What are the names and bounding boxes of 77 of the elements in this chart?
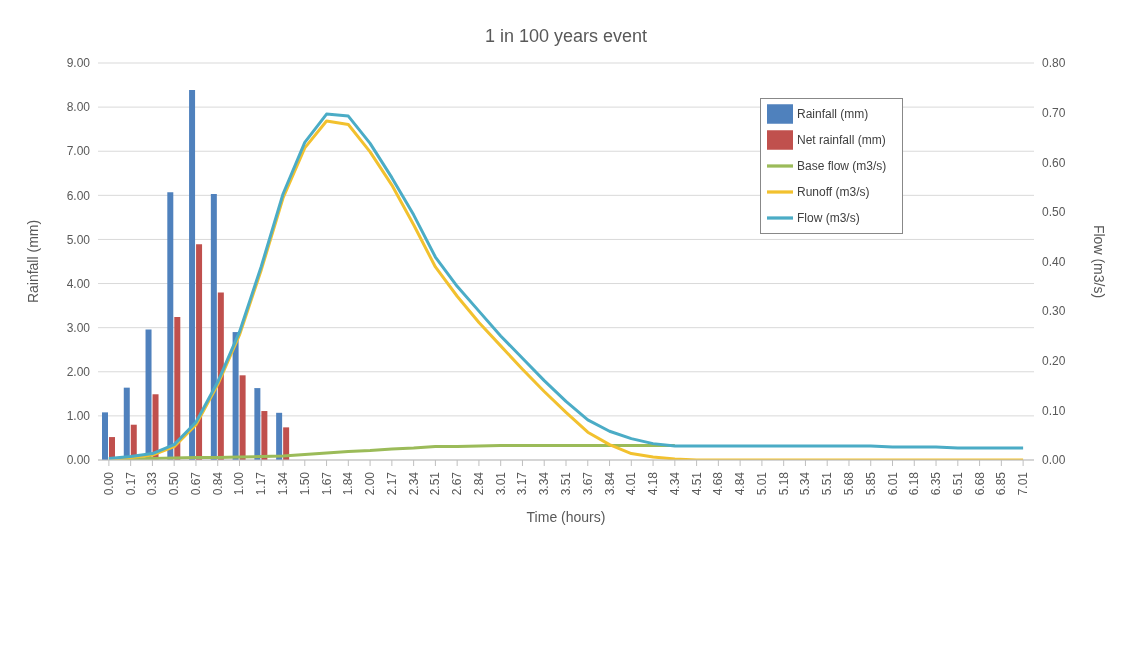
x-tick-label: 0.33 (145, 471, 160, 496)
bar (167, 192, 174, 460)
y2-tick-label: 0.00 (1042, 453, 1066, 468)
x-tick-label: 6.01 (885, 471, 900, 496)
y-axis-title: Rainfall (mm) (24, 219, 41, 304)
x-tick-label: 4.18 (646, 471, 661, 496)
y2-tick-label: 0.10 (1042, 403, 1066, 418)
x-tick-label: 3.17 (515, 471, 530, 496)
x-tick-label: 1.67 (319, 471, 334, 496)
x-tick-label: 3.34 (537, 471, 552, 496)
x-tick-label: 6.51 (950, 471, 965, 496)
y-tick-label: 8.00 (66, 100, 91, 115)
y-tick-label: 4.00 (66, 276, 91, 291)
x-tick-label: 2.84 (471, 471, 486, 496)
x-tick-label: 2.00 (363, 471, 378, 496)
x-tick-label: 1.84 (341, 471, 356, 496)
x-tick-label: 6.68 (972, 471, 987, 496)
legend-label: Flow (m3/s) (797, 211, 860, 226)
y-tick-label: 3.00 (66, 320, 91, 335)
x-tick-label: 0.67 (188, 471, 203, 496)
x-tick-label: 3.01 (493, 471, 508, 496)
x-tick-label: 1.50 (297, 471, 312, 496)
y-tick-label: 2.00 (66, 365, 91, 380)
y2-tick-label: 0.20 (1042, 354, 1066, 369)
x-axis-title: Time (hours) (526, 509, 606, 525)
x-tick-label: 4.01 (624, 471, 639, 496)
x-tick-label: 0.00 (101, 471, 116, 496)
x-tick-label: 5.18 (776, 471, 791, 496)
x-tick-label: 0.17 (123, 471, 138, 496)
x-tick-label: 5.34 (798, 471, 813, 496)
x-tick-label: 1.17 (254, 471, 269, 496)
x-tick-label: 0.84 (210, 471, 225, 496)
x-tick-label: 5.51 (820, 471, 835, 496)
bar (239, 375, 246, 460)
x-tick-label: 3.84 (602, 471, 617, 496)
legend-label: Runoff (m3/s) (797, 185, 870, 200)
bar (254, 388, 261, 460)
x-tick-label: 4.84 (733, 471, 748, 496)
x-tick-label: 2.51 (428, 471, 443, 496)
x-tick-label: 7.01 (1016, 471, 1031, 496)
y2-tick-label: 0.50 (1042, 205, 1066, 220)
x-tick-label: 2.34 (406, 471, 421, 496)
x-tick-label: 5.68 (841, 471, 856, 496)
bar (276, 412, 283, 460)
x-tick-label: 2.17 (384, 471, 399, 496)
y2-tick-label: 0.70 (1042, 105, 1066, 120)
x-tick-label: 6.18 (907, 471, 922, 496)
y-tick-label: 6.00 (66, 188, 91, 203)
legend-label: Rainfall (mm) (797, 107, 869, 122)
y-tick-label: 7.00 (66, 144, 91, 159)
x-tick-label: 3.51 (559, 471, 573, 496)
y-tick-label: 0.00 (66, 453, 91, 468)
legend-label: Net rainfall (mm) (797, 133, 886, 148)
bar (102, 412, 108, 460)
x-tick-label: 2.67 (450, 471, 465, 496)
x-tick-label: 4.68 (711, 471, 726, 496)
x-tick-label: 1.34 (276, 471, 291, 496)
y-tick-label: 9.00 (66, 56, 91, 71)
y2-tick-label: 0.40 (1042, 254, 1066, 269)
chart-title: 1 in 100 years event (483, 26, 649, 47)
bar (261, 411, 268, 460)
x-tick-label: 6.35 (929, 471, 944, 496)
legend-label: Base flow (m3/s) (797, 159, 887, 174)
x-tick-label: 0.50 (167, 471, 182, 496)
x-tick-label: 5.01 (754, 471, 769, 496)
y-tick-label: 5.00 (66, 232, 91, 247)
x-tick-label: 1.00 (232, 471, 247, 496)
x-tick-label: 3.67 (580, 471, 595, 496)
y2-axis-title: Flow (m3/s) (1091, 224, 1108, 299)
x-tick-label: 4.51 (689, 471, 704, 496)
y2-tick-label: 0.80 (1042, 56, 1066, 71)
y2-tick-label: 0.30 (1042, 304, 1066, 319)
x-tick-label: 5.85 (863, 471, 878, 496)
y-tick-label: 1.00 (66, 409, 91, 424)
x-tick-label: 6.85 (994, 471, 1009, 496)
y2-tick-label: 0.60 (1042, 155, 1066, 170)
x-tick-label: 4.34 (667, 471, 682, 496)
